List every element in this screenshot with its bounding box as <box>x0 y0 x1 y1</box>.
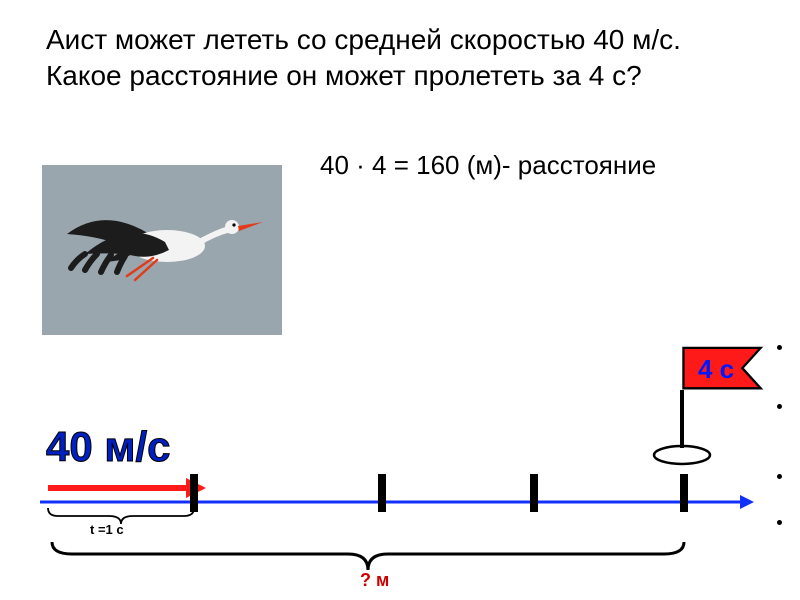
dot-deco <box>777 520 782 525</box>
flagpole <box>680 390 684 448</box>
t-unit-label: t =1 с <box>90 522 124 537</box>
finish-flag: 4 с <box>680 346 766 397</box>
stork-icon <box>57 184 267 304</box>
flag-time-label: 4 с <box>698 354 734 385</box>
dot-deco <box>777 345 782 350</box>
tick-mark <box>378 474 386 512</box>
problem-text: Аист может лететь со средней скоростью 4… <box>46 22 726 95</box>
solution-text: 40 · 4 = 160 (м)- расстояние <box>320 150 656 181</box>
tick-mark <box>680 474 688 512</box>
slide-root: Аист может лететь со средней скоростью 4… <box>0 0 800 600</box>
stork-image <box>42 165 282 335</box>
tick-mark <box>530 474 538 512</box>
big-brace <box>48 540 688 574</box>
distance-question-label: ? м <box>360 570 389 591</box>
timeline-diagram: t =1 с <box>40 464 760 544</box>
flag-base-icon <box>652 444 712 466</box>
dot-deco <box>777 404 782 409</box>
dot-deco <box>777 474 782 479</box>
